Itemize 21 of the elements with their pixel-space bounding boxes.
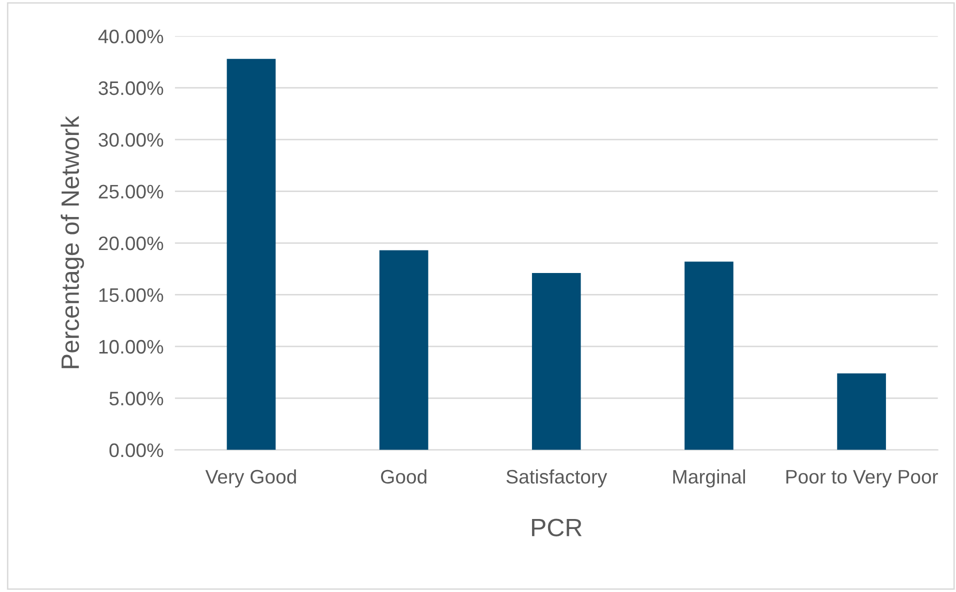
y-tick-label: 5.00% — [109, 392, 164, 406]
bar — [837, 373, 886, 450]
y-tick-label: 40.00% — [98, 30, 164, 44]
x-tick-label: Good — [381, 469, 426, 484]
x-tick-label: Poor to Very Poor — [786, 470, 938, 488]
y-tick-label: 0.00% — [109, 443, 164, 458]
x-tick-label: Marginal — [673, 469, 745, 488]
y-axis-title: Percentage of Network — [60, 116, 84, 368]
bar — [684, 262, 734, 450]
bar — [379, 250, 428, 450]
x-axis-title: PCR — [532, 518, 582, 536]
y-tick-label: 20.00% — [98, 236, 164, 250]
y-tick-label: 35.00% — [98, 81, 164, 96]
x-tick-label: Satisfactory — [506, 469, 608, 488]
y-tick-label: 25.00% — [98, 184, 164, 199]
bar — [532, 273, 581, 450]
y-tick-label: 30.00% — [98, 133, 164, 147]
y-tick-label: 15.00% — [99, 288, 164, 302]
y-tick-label: 10.00% — [99, 340, 164, 354]
bar — [226, 58, 276, 450]
x-tick-label: Very Good — [205, 469, 296, 488]
